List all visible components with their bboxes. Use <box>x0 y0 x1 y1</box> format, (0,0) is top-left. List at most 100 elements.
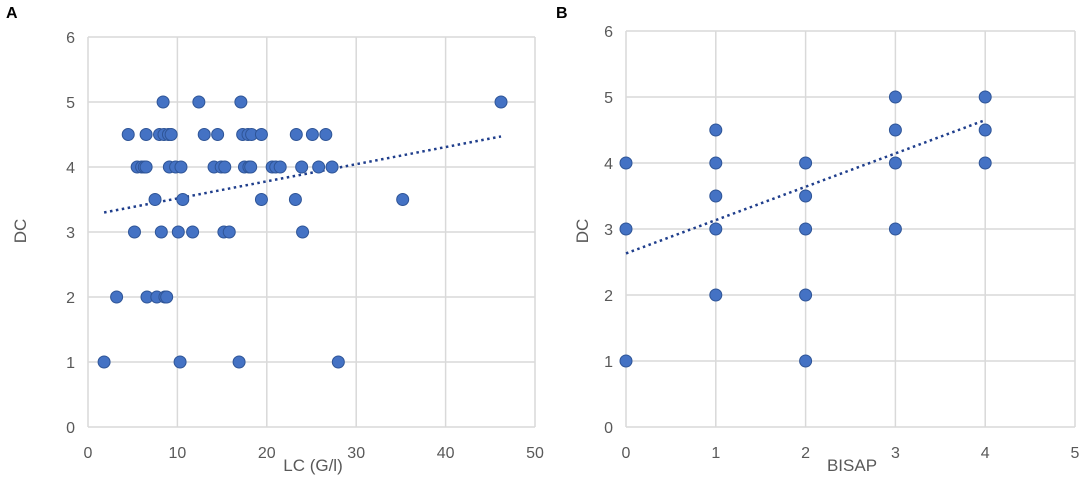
panel-b-data-point <box>799 156 813 170</box>
panel-b-x-tick-label: 3 <box>891 445 900 462</box>
panel-a-y-tick-label: 1 <box>66 355 75 372</box>
panel-a-data-point <box>139 160 153 174</box>
panel-b-data-point <box>709 189 723 203</box>
panel-a-data-point <box>211 128 225 141</box>
panel-b-y-tick-label: 3 <box>604 222 613 239</box>
panel-a-x-tick-label: 0 <box>84 445 93 462</box>
panel-a-y-tick-label: 0 <box>66 420 75 437</box>
panel-b-data-point <box>709 123 723 137</box>
panel-a-data-point <box>325 160 339 174</box>
panel-a-chart: A 0 10 20 30 40 50 0 1 2 3 4 5 6 LC (G/l) DC <box>6 5 544 475</box>
panel-a-data-point <box>174 160 188 174</box>
panel-b-data-point <box>619 156 633 170</box>
panel-b-points <box>619 90 992 368</box>
panel-b-x-ticks: 0 1 2 3 4 5 <box>622 445 1080 462</box>
panel-a-x-tick-label: 20 <box>258 445 276 462</box>
panel-a-data-point <box>305 128 319 141</box>
panel-a-data-point <box>234 95 248 109</box>
panel-a-data-point <box>312 160 326 174</box>
panel-a-data-point <box>156 95 170 109</box>
panel-a-data-point <box>164 128 178 141</box>
panel-a-trendline <box>103 135 502 214</box>
panel-b-y-tick-label: 2 <box>604 288 613 305</box>
panel-a-y-ticks: 0 1 2 3 4 5 6 <box>66 30 75 437</box>
panel-b-data-point <box>978 156 992 170</box>
panel-a-points <box>97 95 508 369</box>
panel-a-data-point <box>288 193 302 206</box>
panel-b-x-tick-label: 5 <box>1071 445 1080 462</box>
panel-a-x-tick-label: 50 <box>526 445 544 462</box>
panel-a-data-point <box>192 95 206 109</box>
panel-b-y-tick-label: 4 <box>604 156 613 173</box>
panel-a-y-axis-label: DC <box>11 219 30 244</box>
panel-b-trendline-group <box>625 118 986 255</box>
panel-a-data-point <box>160 290 174 304</box>
panel-a-data-point <box>171 225 185 239</box>
panel-a-y-tick-label: 4 <box>66 160 75 177</box>
panel-a-data-point <box>289 128 303 141</box>
panel-a-data-point <box>121 128 135 141</box>
panel-a-data-point <box>319 128 333 141</box>
panel-a-letter: A <box>6 5 18 22</box>
panel-b-data-point <box>888 90 902 104</box>
panel-b-data-point <box>709 222 723 236</box>
panel-a-data-point <box>273 160 287 174</box>
panel-a-data-point <box>139 128 153 141</box>
panel-a-data-point <box>197 128 211 141</box>
panel-a-x-tick-label: 30 <box>347 445 365 462</box>
panel-a-data-point <box>97 355 111 369</box>
panel-b-data-point <box>978 123 992 137</box>
panel-a-x-tick-label: 40 <box>437 445 455 462</box>
panel-b-data-point <box>888 156 902 170</box>
panel-b-data-point <box>619 354 633 368</box>
panel-a-data-point <box>296 225 310 239</box>
panel-b-x-tick-label: 0 <box>622 445 631 462</box>
panel-a-y-tick-label: 3 <box>66 225 75 242</box>
panel-b-trendline <box>625 118 986 255</box>
panel-b-data-point <box>888 123 902 137</box>
panel-b-y-tick-label: 5 <box>604 90 613 107</box>
panel-b-data-point <box>799 354 813 368</box>
panel-a-y-tick-label: 2 <box>66 290 75 307</box>
panel-a-x-tick-label: 10 <box>169 445 187 462</box>
panel-b-data-point <box>978 90 992 104</box>
panel-a-data-point <box>110 290 124 304</box>
panel-b-x-axis-label: BISAP <box>827 456 877 475</box>
panel-a-data-point <box>396 193 410 206</box>
panel-a-data-point <box>127 225 141 239</box>
panel-a-data-point <box>186 225 200 239</box>
panel-b-y-tick-label: 1 <box>604 354 613 371</box>
panel-a-data-point <box>295 160 309 174</box>
panel-b-gridlines <box>625 30 1076 428</box>
panel-a-y-tick-label: 6 <box>66 30 75 47</box>
panel-b-chart: B 0 1 2 3 4 5 0 1 2 3 4 5 6 BISAP DC <box>556 5 1080 475</box>
panel-a-data-point <box>173 355 187 369</box>
panel-a-data-point <box>222 225 236 239</box>
panel-b-y-ticks: 0 1 2 3 4 5 6 <box>604 24 613 437</box>
panel-b-y-axis-label: DC <box>573 219 592 244</box>
panel-a-data-point <box>218 160 232 174</box>
panel-b-data-point <box>619 222 633 236</box>
panel-b-x-tick-label: 4 <box>981 445 990 462</box>
panel-b-letter: B <box>556 5 568 22</box>
panel-a-data-point <box>254 193 268 206</box>
panel-b-data-point <box>799 189 813 203</box>
panel-a-data-point <box>331 355 345 369</box>
panel-a-data-point <box>232 355 246 369</box>
panel-b-x-tick-label: 2 <box>801 445 810 462</box>
panel-b-x-tick-label: 1 <box>711 445 720 462</box>
panel-a-data-point <box>148 193 162 206</box>
panel-a-x-ticks: 0 10 20 30 40 50 <box>84 445 544 462</box>
panel-a-data-point <box>494 95 508 109</box>
panel-b-data-point <box>799 222 813 236</box>
panel-a-trendline-group <box>103 135 502 214</box>
panel-b-data-point <box>888 222 902 236</box>
panel-a-data-point <box>176 193 190 206</box>
panel-b-data-point <box>709 288 723 302</box>
panel-a-data-point <box>244 160 258 174</box>
panel-a-data-point <box>154 225 168 239</box>
panel-b-data-point <box>709 156 723 170</box>
panel-a-x-axis-label: LC (G/l) <box>283 456 343 475</box>
panel-b-data-point <box>799 288 813 302</box>
